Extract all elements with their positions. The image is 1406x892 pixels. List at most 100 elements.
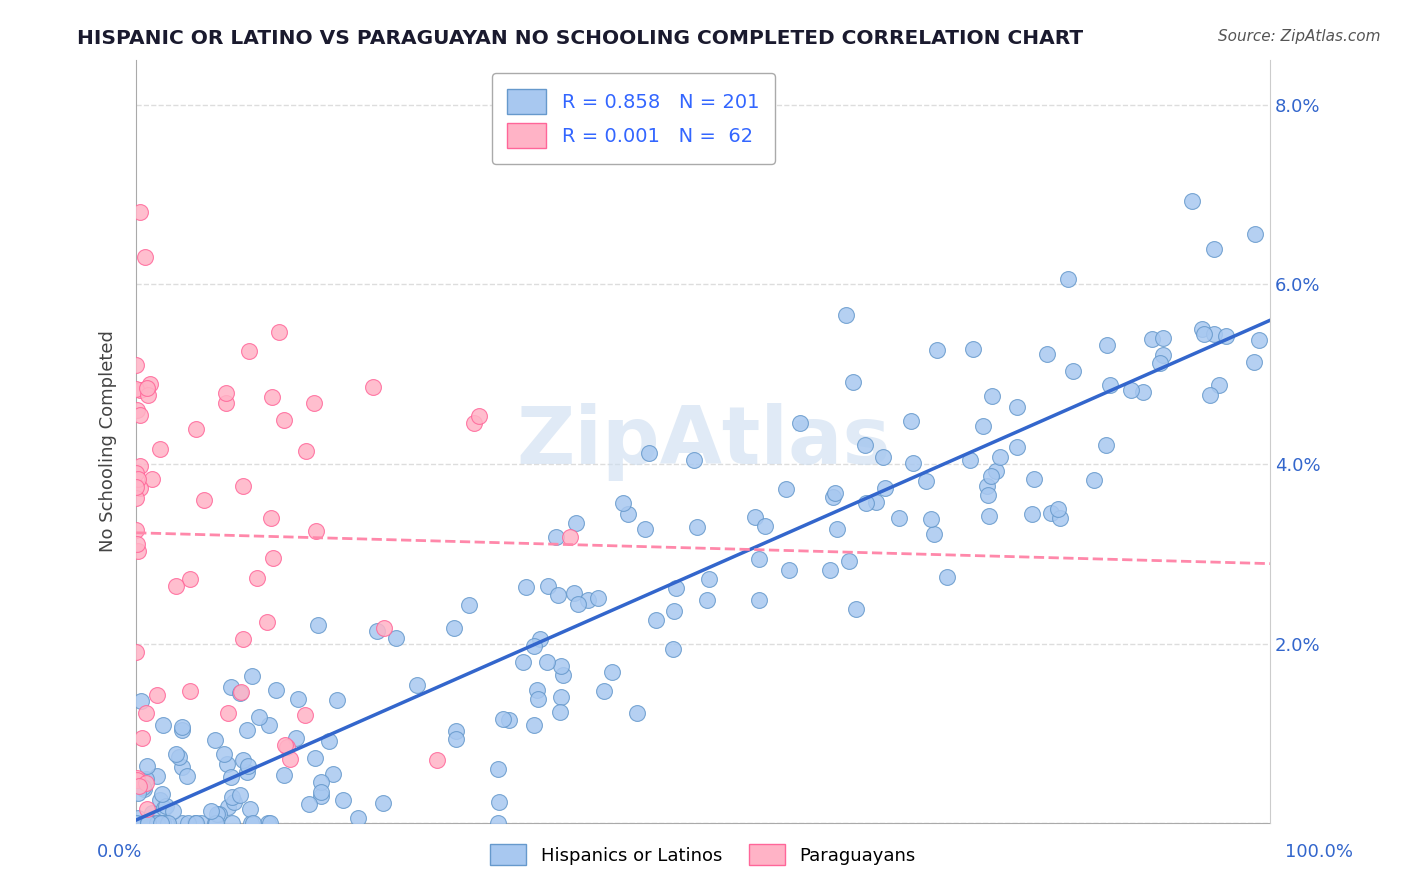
Point bbox=[486, 816, 509, 830]
Point bbox=[257, 718, 280, 732]
Point bbox=[136, 759, 159, 773]
Point bbox=[170, 723, 193, 737]
Point bbox=[1021, 507, 1043, 521]
Point bbox=[326, 693, 349, 707]
Point bbox=[959, 453, 981, 467]
Point bbox=[200, 805, 222, 819]
Point bbox=[127, 544, 149, 558]
Point bbox=[406, 678, 429, 692]
Point bbox=[1208, 377, 1230, 392]
Point bbox=[662, 603, 685, 617]
Point bbox=[259, 816, 281, 830]
Point bbox=[426, 753, 449, 767]
Point bbox=[332, 792, 354, 806]
Point bbox=[873, 481, 896, 495]
Point bbox=[135, 772, 157, 786]
Point bbox=[586, 591, 609, 605]
Point bbox=[962, 342, 984, 356]
Point bbox=[184, 816, 207, 830]
Point bbox=[1192, 327, 1215, 342]
Point bbox=[935, 570, 957, 584]
Point bbox=[824, 486, 846, 500]
Point bbox=[925, 343, 948, 357]
Point bbox=[247, 710, 270, 724]
Point bbox=[129, 409, 152, 423]
Point bbox=[686, 520, 709, 534]
Point bbox=[1095, 438, 1118, 452]
Point bbox=[135, 776, 157, 790]
Point bbox=[550, 690, 572, 705]
Point bbox=[285, 731, 308, 745]
Point bbox=[222, 795, 245, 809]
Point bbox=[754, 519, 776, 533]
Point bbox=[295, 444, 318, 458]
Point bbox=[150, 816, 173, 830]
Point bbox=[128, 779, 150, 793]
Point bbox=[887, 511, 910, 525]
Point bbox=[149, 792, 172, 806]
Point bbox=[980, 389, 1002, 403]
Point bbox=[239, 816, 262, 830]
Point bbox=[172, 720, 194, 734]
Point bbox=[127, 811, 149, 825]
Point bbox=[217, 799, 239, 814]
Point bbox=[920, 512, 942, 526]
Point bbox=[526, 682, 548, 697]
Point bbox=[696, 593, 718, 607]
Point bbox=[242, 816, 264, 830]
Point bbox=[215, 385, 238, 400]
Point bbox=[125, 402, 148, 417]
Point bbox=[523, 639, 546, 653]
Point bbox=[132, 781, 155, 796]
Point bbox=[129, 383, 152, 397]
Point bbox=[457, 598, 479, 612]
Point bbox=[125, 382, 148, 396]
Point bbox=[1007, 441, 1029, 455]
Point bbox=[988, 450, 1011, 465]
Point bbox=[748, 593, 770, 607]
Point bbox=[855, 496, 877, 510]
Point bbox=[551, 668, 574, 682]
Point bbox=[1152, 348, 1174, 362]
Point bbox=[662, 641, 685, 656]
Point bbox=[305, 524, 328, 538]
Point bbox=[127, 472, 149, 486]
Point bbox=[242, 668, 264, 682]
Point bbox=[207, 807, 229, 822]
Point bbox=[775, 482, 797, 496]
Point bbox=[204, 816, 226, 830]
Point bbox=[560, 530, 582, 544]
Point bbox=[665, 581, 688, 595]
Point bbox=[267, 325, 290, 339]
Point bbox=[179, 572, 201, 586]
Point bbox=[304, 750, 326, 764]
Point bbox=[273, 413, 295, 427]
Point bbox=[280, 752, 302, 766]
Point bbox=[979, 469, 1001, 483]
Point bbox=[127, 786, 149, 800]
Point bbox=[125, 816, 148, 830]
Point bbox=[146, 816, 169, 830]
Point bbox=[322, 766, 344, 780]
Point bbox=[915, 474, 938, 488]
Point bbox=[239, 802, 262, 816]
Point bbox=[215, 756, 238, 771]
Point bbox=[789, 416, 811, 430]
Point bbox=[838, 554, 860, 568]
Point bbox=[190, 816, 212, 830]
Point bbox=[617, 508, 640, 522]
Point bbox=[1140, 332, 1163, 346]
Point bbox=[125, 771, 148, 785]
Point bbox=[238, 344, 260, 359]
Point bbox=[221, 680, 243, 694]
Text: ZipAtlas: ZipAtlas bbox=[516, 402, 890, 481]
Point bbox=[125, 524, 148, 538]
Point bbox=[232, 753, 254, 767]
Point bbox=[567, 597, 589, 611]
Point bbox=[264, 682, 287, 697]
Point bbox=[612, 495, 634, 509]
Point bbox=[128, 481, 150, 495]
Point bbox=[165, 579, 187, 593]
Point bbox=[146, 768, 169, 782]
Point bbox=[373, 621, 395, 635]
